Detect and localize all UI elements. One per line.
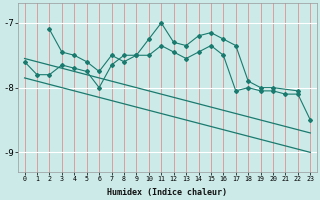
X-axis label: Humidex (Indice chaleur): Humidex (Indice chaleur) [108,188,228,197]
